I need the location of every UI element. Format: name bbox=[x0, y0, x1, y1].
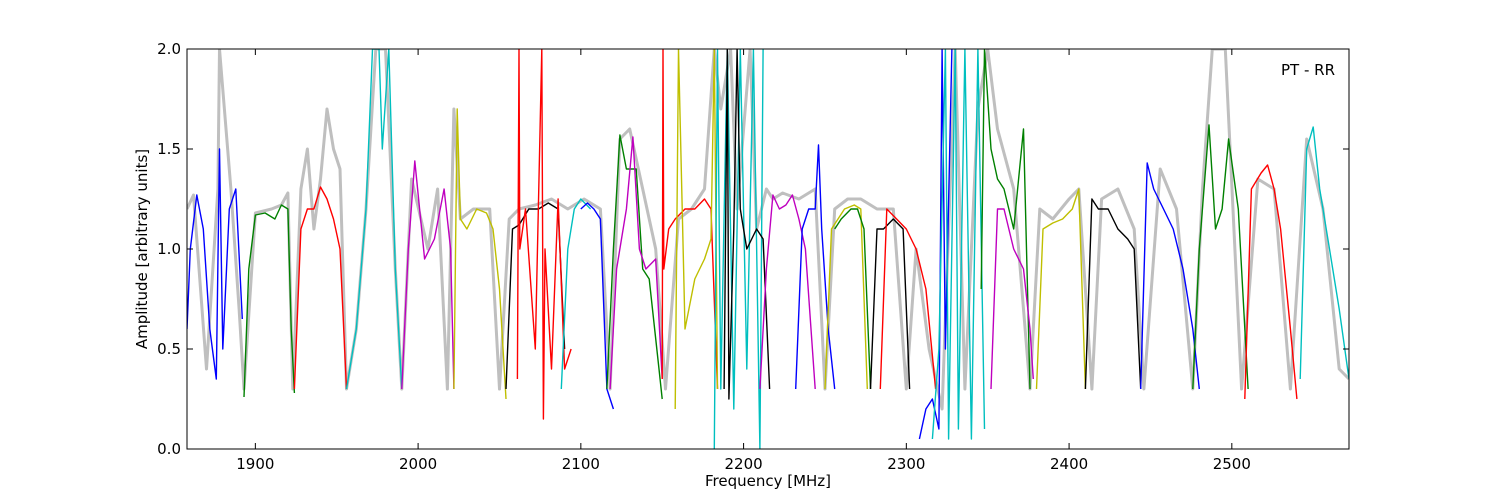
annotation-label: PT - RR bbox=[1281, 61, 1335, 79]
x-tick-label: 1900 bbox=[236, 455, 274, 473]
series-line-27 bbox=[1035, 188, 1087, 390]
x-tick-label: 2400 bbox=[1050, 455, 1088, 473]
y-axis-ticks: 0.0 0.5 1.0 1.5 2.0 bbox=[157, 40, 1349, 458]
series-line-15 bbox=[713, 49, 764, 449]
series-line-17 bbox=[759, 194, 816, 390]
y-tick-label: 1.0 bbox=[157, 240, 181, 258]
series-line-16 bbox=[723, 49, 771, 400]
y-axis-label: Amplitude [arbitrary units] bbox=[133, 149, 151, 349]
x-tick-label: 2000 bbox=[399, 455, 437, 473]
series-line-19 bbox=[824, 204, 868, 390]
x-tick-label: 2100 bbox=[562, 455, 600, 473]
series-line-22 bbox=[879, 208, 937, 390]
series-line-5 bbox=[401, 160, 455, 390]
series-line-31 bbox=[1244, 164, 1298, 400]
series-line-24 bbox=[931, 49, 986, 440]
series-line-6 bbox=[453, 108, 507, 400]
series-line-28 bbox=[1084, 198, 1142, 390]
series-line-8 bbox=[516, 49, 572, 420]
series-line-12 bbox=[609, 136, 663, 390]
series-line-21 bbox=[869, 218, 911, 390]
x-tick-label: 2200 bbox=[724, 455, 762, 473]
series-line-9 bbox=[560, 198, 592, 390]
x-tick-label: 2300 bbox=[887, 455, 925, 473]
series-line-2 bbox=[243, 204, 296, 398]
series-line-18 bbox=[795, 144, 836, 390]
series-line-23 bbox=[918, 49, 953, 440]
reference-line bbox=[187, 49, 1349, 411]
x-axis-ticks: 1900 2000 2100 2200 2300 2400 2500 bbox=[236, 49, 1251, 473]
series-line-32 bbox=[1299, 126, 1349, 380]
series-line-13 bbox=[661, 49, 719, 390]
series-line-30 bbox=[1192, 124, 1249, 390]
series-line-4 bbox=[345, 49, 403, 390]
series-line-11 bbox=[606, 134, 663, 400]
y-tick-label: 0.5 bbox=[157, 340, 181, 358]
series-line-7 bbox=[505, 202, 566, 390]
x-axis-label: Frequency [MHz] bbox=[705, 472, 831, 490]
series-line-20 bbox=[834, 208, 872, 390]
series-line-3 bbox=[293, 186, 348, 390]
reference-spectrum bbox=[187, 49, 1349, 411]
y-tick-label: 2.0 bbox=[157, 40, 181, 58]
x-tick-label: 2500 bbox=[1213, 455, 1251, 473]
series-line-10 bbox=[580, 202, 615, 410]
series-line-29 bbox=[1140, 162, 1200, 390]
series-group bbox=[187, 49, 1349, 449]
series-line-26 bbox=[990, 208, 1034, 390]
y-tick-label: 1.5 bbox=[157, 140, 181, 158]
series-line-14 bbox=[674, 49, 719, 410]
series-line-25 bbox=[980, 49, 1031, 390]
series-line-1 bbox=[187, 148, 243, 380]
y-tick-label: 0.0 bbox=[157, 440, 181, 458]
